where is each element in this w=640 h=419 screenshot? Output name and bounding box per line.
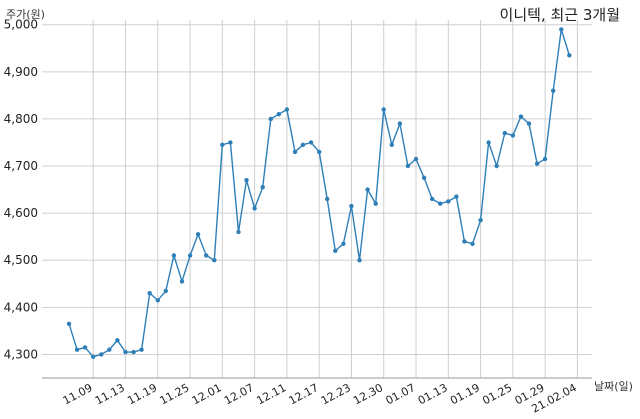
data-point bbox=[373, 201, 378, 206]
y-tick-label: 4,900 bbox=[4, 65, 38, 79]
data-point bbox=[228, 140, 233, 145]
data-point bbox=[268, 116, 273, 122]
data-point bbox=[220, 142, 225, 147]
data-point bbox=[123, 349, 128, 355]
data-point bbox=[349, 203, 354, 209]
x-tick-label: 12.17 bbox=[287, 381, 321, 407]
x-tick-labels: 11.0911.1311.1911.2512.0112.0712.1112.17… bbox=[61, 381, 579, 415]
chart-title: 이니텍, 최근 3개월 bbox=[499, 6, 620, 24]
data-point bbox=[147, 291, 152, 296]
x-tick-label: 12.23 bbox=[319, 381, 353, 407]
data-point bbox=[115, 338, 120, 343]
data-point bbox=[99, 352, 104, 357]
data-point bbox=[91, 354, 96, 359]
y-tick-label: 4,400 bbox=[4, 300, 38, 314]
data-point bbox=[212, 258, 217, 263]
data-point bbox=[236, 229, 241, 235]
data-point bbox=[405, 163, 411, 169]
x-tick-label: 12.30 bbox=[351, 381, 385, 407]
x-tick-label: 12.07 bbox=[222, 381, 256, 407]
data-point bbox=[518, 114, 524, 119]
y-tick-labels: 4,300 4,400 4,500 4,600 4,700 4,800 4,900 5,000 bbox=[4, 18, 38, 362]
data-point bbox=[66, 321, 72, 326]
data-point bbox=[559, 27, 564, 32]
data-point bbox=[486, 140, 491, 145]
x-axis-label: 날짜(일) bbox=[594, 380, 633, 393]
data-point bbox=[252, 206, 257, 211]
x-tick-label: 01.07 bbox=[384, 381, 418, 407]
data-point bbox=[292, 149, 298, 155]
x-tick-label: 01.13 bbox=[416, 381, 450, 407]
data-point bbox=[470, 241, 475, 246]
y-axis-label: 주가(원) bbox=[6, 8, 45, 21]
data-point bbox=[494, 163, 499, 169]
data-point bbox=[341, 241, 346, 246]
data-point bbox=[179, 279, 185, 284]
data-point bbox=[300, 142, 306, 147]
y-tick-label: 4,500 bbox=[4, 253, 38, 267]
data-point bbox=[187, 253, 193, 258]
data-point bbox=[421, 175, 427, 180]
data-point bbox=[163, 288, 168, 294]
data-point bbox=[204, 253, 209, 258]
data-point bbox=[82, 345, 88, 350]
data-point bbox=[171, 253, 177, 258]
y-tick-label: 4,700 bbox=[4, 159, 38, 173]
series-layer bbox=[66, 27, 572, 359]
x-tick-label: 11.25 bbox=[158, 381, 192, 407]
data-point bbox=[446, 199, 451, 204]
data-point bbox=[567, 53, 572, 58]
data-point bbox=[308, 140, 314, 145]
data-point bbox=[526, 121, 532, 126]
data-point bbox=[438, 201, 443, 206]
data-point bbox=[276, 112, 281, 117]
x-tick-label: 11.13 bbox=[93, 381, 127, 407]
x-tick-label: 12.11 bbox=[254, 381, 288, 407]
data-point bbox=[284, 107, 290, 112]
y-tick-label: 4,800 bbox=[4, 112, 38, 126]
data-point bbox=[381, 107, 386, 112]
y-tick-label: 5,000 bbox=[4, 18, 38, 32]
data-point bbox=[155, 298, 160, 303]
data-point bbox=[389, 142, 394, 147]
data-point bbox=[195, 232, 201, 237]
x-tick-label: 01.25 bbox=[480, 381, 514, 407]
y-tick-label: 4,300 bbox=[4, 347, 38, 361]
data-point bbox=[502, 130, 507, 136]
data-point bbox=[244, 178, 249, 183]
data-point bbox=[542, 156, 548, 162]
data-point bbox=[534, 161, 540, 166]
data-point bbox=[454, 194, 459, 199]
data-point bbox=[430, 196, 435, 202]
data-point bbox=[139, 347, 144, 352]
x-tick-label: 11.19 bbox=[125, 381, 159, 407]
data-point bbox=[317, 149, 322, 155]
data-point bbox=[462, 239, 467, 244]
data-point bbox=[333, 248, 338, 253]
data-point bbox=[325, 196, 330, 202]
x-tick-label: 01.19 bbox=[448, 381, 482, 407]
data-point bbox=[478, 218, 483, 223]
grid bbox=[42, 20, 592, 378]
x-tick-label: 11.09 bbox=[61, 381, 95, 407]
x-tick-label: 12.01 bbox=[190, 381, 224, 407]
data-point bbox=[365, 187, 370, 192]
data-point bbox=[397, 121, 403, 126]
data-point bbox=[131, 349, 136, 355]
data-point bbox=[107, 347, 112, 352]
data-point bbox=[74, 347, 80, 352]
data-point bbox=[551, 88, 556, 93]
data-point bbox=[413, 156, 419, 162]
data-point bbox=[260, 185, 265, 190]
data-point bbox=[357, 258, 362, 263]
y-tick-label: 4,600 bbox=[4, 206, 38, 220]
data-point bbox=[510, 133, 516, 138]
